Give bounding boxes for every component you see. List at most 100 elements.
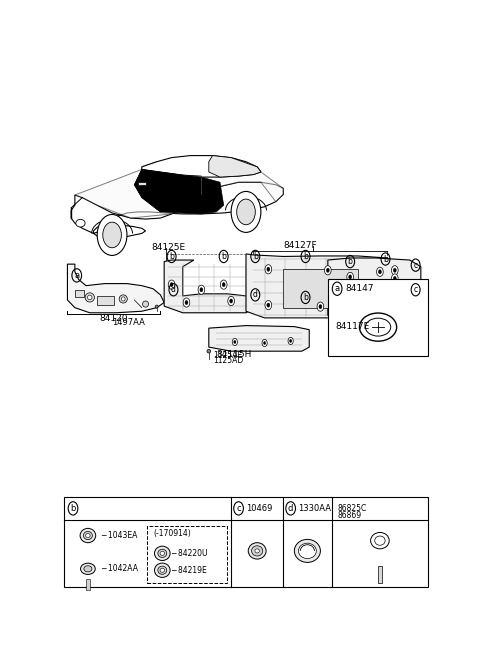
Polygon shape: [328, 258, 421, 321]
Ellipse shape: [158, 566, 167, 575]
Ellipse shape: [158, 549, 167, 557]
Bar: [147, 526, 228, 583]
Circle shape: [288, 337, 293, 344]
Text: 84147: 84147: [346, 284, 374, 293]
Circle shape: [393, 268, 396, 273]
Circle shape: [393, 303, 396, 307]
Text: b: b: [253, 252, 258, 261]
Ellipse shape: [119, 295, 127, 303]
Text: 1125AE: 1125AE: [214, 350, 243, 360]
Text: 84125E: 84125E: [151, 243, 185, 252]
Text: 84127F: 84127F: [283, 241, 317, 249]
Circle shape: [348, 298, 352, 302]
Bar: [378, 567, 382, 583]
Circle shape: [384, 297, 391, 306]
Circle shape: [198, 285, 204, 295]
Ellipse shape: [76, 219, 85, 227]
Ellipse shape: [252, 546, 263, 556]
Circle shape: [377, 267, 383, 277]
Text: c: c: [414, 285, 418, 294]
Circle shape: [234, 340, 236, 344]
Ellipse shape: [143, 301, 148, 307]
Ellipse shape: [121, 297, 125, 301]
Text: a: a: [335, 284, 340, 293]
Text: 1497AA: 1497AA: [112, 318, 145, 327]
Text: c: c: [236, 504, 241, 513]
Circle shape: [393, 277, 396, 281]
Text: 84115H: 84115H: [216, 350, 252, 359]
Circle shape: [347, 273, 353, 281]
Circle shape: [264, 341, 266, 344]
Circle shape: [371, 306, 374, 310]
Circle shape: [228, 297, 234, 306]
Bar: [328, 279, 428, 356]
Circle shape: [262, 339, 267, 346]
Circle shape: [319, 305, 322, 309]
Ellipse shape: [375, 536, 385, 545]
Circle shape: [170, 283, 173, 287]
Text: ─ 84219E: ─ 84219E: [172, 566, 207, 575]
Circle shape: [232, 338, 238, 346]
Ellipse shape: [160, 551, 165, 555]
Polygon shape: [134, 170, 224, 214]
Text: b: b: [303, 252, 308, 261]
Ellipse shape: [80, 529, 96, 543]
Circle shape: [348, 275, 352, 279]
Ellipse shape: [365, 318, 391, 336]
Circle shape: [289, 339, 292, 342]
Polygon shape: [164, 260, 253, 313]
Text: a: a: [74, 271, 79, 280]
Circle shape: [237, 199, 255, 225]
Text: b: b: [348, 257, 353, 266]
Circle shape: [183, 298, 190, 307]
Text: b: b: [303, 293, 308, 302]
Ellipse shape: [360, 313, 396, 341]
Text: b: b: [71, 504, 76, 513]
Circle shape: [347, 295, 353, 305]
Circle shape: [220, 280, 227, 289]
Text: d: d: [171, 285, 176, 294]
Ellipse shape: [371, 533, 389, 549]
Text: (-170914): (-170914): [153, 529, 191, 539]
Bar: [97, 296, 114, 305]
Text: 84120: 84120: [100, 315, 128, 323]
Polygon shape: [142, 156, 261, 177]
Text: c: c: [414, 261, 418, 270]
Circle shape: [103, 222, 121, 248]
Polygon shape: [246, 254, 402, 318]
Text: 86825C: 86825C: [337, 504, 366, 513]
Text: 86869: 86869: [337, 511, 361, 519]
Circle shape: [408, 297, 411, 301]
Ellipse shape: [299, 543, 316, 559]
Circle shape: [317, 302, 324, 311]
Bar: [283, 269, 358, 308]
Circle shape: [324, 266, 331, 275]
Circle shape: [392, 274, 398, 283]
Circle shape: [267, 267, 270, 271]
Circle shape: [267, 303, 270, 307]
Circle shape: [222, 283, 225, 287]
Circle shape: [386, 299, 389, 303]
Text: 10469: 10469: [246, 504, 272, 513]
Polygon shape: [138, 182, 145, 185]
Ellipse shape: [87, 295, 92, 300]
Ellipse shape: [84, 566, 92, 572]
Ellipse shape: [85, 533, 90, 537]
Circle shape: [200, 288, 203, 292]
Text: ─ 1042AA: ─ 1042AA: [101, 565, 138, 573]
Ellipse shape: [84, 531, 92, 539]
Text: d: d: [288, 504, 293, 513]
Polygon shape: [71, 182, 283, 237]
Circle shape: [229, 299, 233, 303]
Ellipse shape: [81, 563, 95, 575]
Bar: [75, 290, 84, 297]
Text: b: b: [169, 252, 174, 261]
Text: 1125AD: 1125AD: [214, 356, 244, 365]
Polygon shape: [134, 170, 202, 212]
Ellipse shape: [155, 546, 170, 561]
Circle shape: [97, 215, 127, 255]
Ellipse shape: [248, 543, 266, 559]
Text: d: d: [253, 291, 258, 299]
Circle shape: [378, 270, 382, 274]
Polygon shape: [209, 156, 261, 177]
